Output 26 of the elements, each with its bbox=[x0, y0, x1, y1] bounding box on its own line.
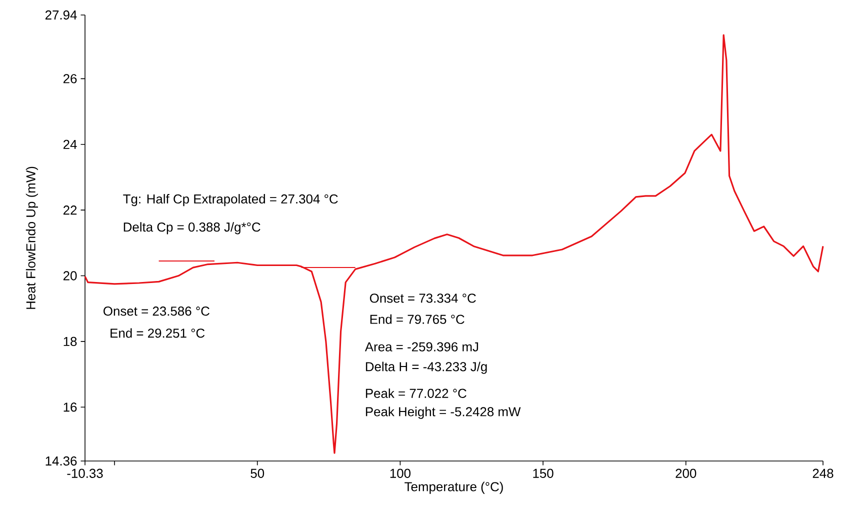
y-tick-label: 20 bbox=[63, 271, 77, 280]
x-tick-label: 200 bbox=[676, 468, 696, 478]
y-tick-label: 26 bbox=[63, 74, 77, 84]
y-tick-label: 16 bbox=[64, 402, 77, 412]
annotation: Delta H = -43.233 J/g bbox=[366, 362, 487, 374]
annotation: End = 29.251 °C bbox=[110, 328, 205, 338]
annotation: Delta Cp = 0.388 J/g*°C bbox=[124, 222, 260, 234]
x-tick-label: 150 bbox=[533, 468, 554, 478]
annotation: Onset = 23.586 °C bbox=[104, 306, 210, 316]
x-axis-title: Temperature (°C) bbox=[404, 482, 503, 494]
y-axis-title: Heat FlowEndo Up (mW) bbox=[26, 166, 38, 309]
x-tick-label: 100 bbox=[390, 468, 410, 478]
y-tick-label: 27.94 bbox=[45, 10, 77, 20]
y-tick-label: 14.36 bbox=[46, 456, 77, 466]
x-tick-label: 50 bbox=[250, 468, 264, 478]
annotation: Area = -259.396 mJ bbox=[364, 342, 478, 352]
annotation: End = 79.765 °C bbox=[370, 314, 464, 324]
annotation: Peak Height = -5.2428 mW bbox=[366, 406, 521, 419]
y-tick-label: 18 bbox=[64, 336, 77, 346]
x-tick-label: -10.33 bbox=[67, 468, 103, 478]
annotation: Peak = 77.022 °C bbox=[366, 388, 466, 398]
annotation: Onset = 73.334 °C bbox=[370, 294, 476, 303]
y-tick-label: 24 bbox=[63, 140, 77, 149]
y-tick-label: 22 bbox=[63, 206, 77, 215]
annotation: Tg: Half Cp Extrapolated = 27.304 °C bbox=[123, 194, 338, 206]
x-tick-label: 248 bbox=[812, 468, 834, 478]
